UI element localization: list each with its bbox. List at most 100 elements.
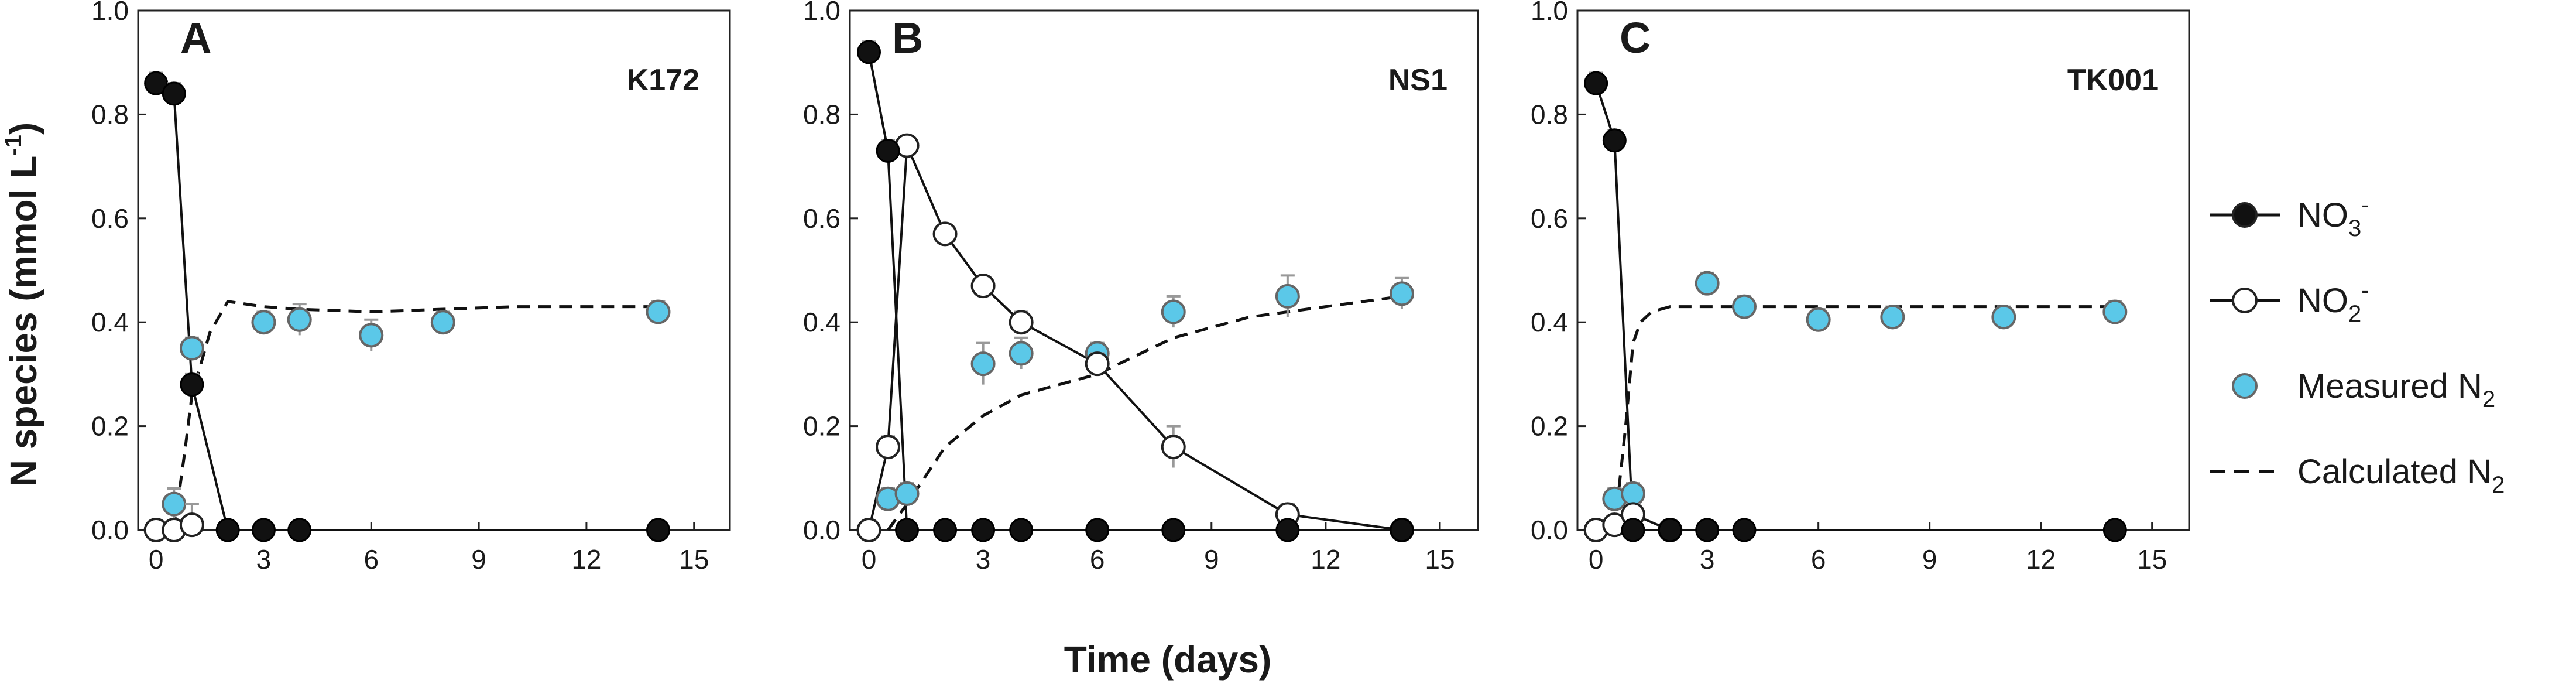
y-tick-label: 0.2 bbox=[803, 411, 841, 442]
measured-n2-point bbox=[1880, 305, 1905, 330]
measured-n2-point bbox=[179, 336, 204, 361]
legend-label: NO2- bbox=[2297, 278, 2369, 327]
legend-label-sup: - bbox=[2361, 192, 2369, 218]
no2-point bbox=[1009, 310, 1034, 335]
panel-name: TK001 bbox=[2067, 63, 2159, 97]
x-tick-label: 12 bbox=[1311, 544, 1340, 575]
measured-n2-point bbox=[646, 299, 671, 324]
no2-point bbox=[179, 512, 204, 538]
legend-label: Calculated N2 bbox=[2297, 453, 2505, 498]
y-tick-label: 0.6 bbox=[803, 203, 841, 234]
measured-n2-point bbox=[1991, 305, 2016, 330]
no3-point bbox=[1009, 518, 1034, 542]
x-tick-label: 6 bbox=[363, 544, 379, 575]
y-tick-label: 0.0 bbox=[1531, 515, 1568, 545]
y-tick-label: 1.0 bbox=[91, 0, 129, 26]
x-tick-label: 9 bbox=[1922, 544, 1937, 575]
legend-item-calculated_n2: Calculated N2 bbox=[2210, 453, 2505, 498]
no3-point bbox=[2102, 518, 2127, 542]
x-tick-label: 0 bbox=[149, 544, 164, 575]
no3-point bbox=[1085, 518, 1110, 542]
x-tick-label: 0 bbox=[862, 544, 877, 575]
panel-b: 0.0 0.2 0.4 0.6 0.8 1.0 0 3 6 9 12 15 B NS1 bbox=[803, 0, 1479, 575]
no2-point bbox=[970, 274, 996, 299]
no3-point bbox=[162, 81, 186, 106]
no3-point bbox=[1602, 128, 1627, 153]
no3-point bbox=[1584, 71, 1608, 95]
x-tick-label: 15 bbox=[2137, 544, 2167, 575]
y-tick-label: 0.2 bbox=[1531, 411, 1568, 442]
panel-letter: B bbox=[892, 13, 923, 62]
measured-n2-point bbox=[1732, 294, 1757, 319]
measured-n2-point bbox=[430, 310, 455, 335]
x-tick-label: 12 bbox=[2026, 544, 2056, 575]
measured-n2-point bbox=[1806, 307, 1831, 332]
no3-point bbox=[933, 518, 958, 542]
legend-label-main: Measured N bbox=[2297, 367, 2482, 405]
no3-point bbox=[1658, 518, 1682, 542]
y-tick-label: 0.4 bbox=[91, 307, 129, 337]
x-tick-label: 3 bbox=[256, 544, 272, 575]
no2-point bbox=[1085, 351, 1110, 377]
measured-n2-point bbox=[1621, 481, 1645, 506]
no3-point bbox=[876, 138, 900, 163]
legend-item-no3: NO3- bbox=[2210, 192, 2369, 241]
panel-c: 0.0 0.2 0.4 0.6 0.8 1.0 0 3 6 9 12 15 C TK001 bbox=[1531, 0, 2190, 575]
legend-label-sup: - bbox=[2361, 278, 2369, 303]
no3-point bbox=[251, 518, 276, 542]
legend-label-sub: 2 bbox=[2492, 472, 2505, 498]
x-axis-title: Time (days) bbox=[1064, 638, 1272, 681]
y-tick-label: 0.8 bbox=[91, 99, 129, 129]
y-axis-title-end: ) bbox=[2, 122, 44, 135]
y-tick-label: 0.6 bbox=[91, 203, 129, 234]
panel-letter: A bbox=[180, 13, 211, 62]
y-tick-label: 0.2 bbox=[91, 411, 129, 442]
measured-n2-point bbox=[1275, 283, 1300, 309]
legend-label: Measured N2 bbox=[2297, 367, 2495, 412]
x-tick-label: 6 bbox=[1090, 544, 1105, 575]
x-tick-label: 6 bbox=[1811, 544, 1826, 575]
no2-line bbox=[867, 145, 1402, 531]
x-tick-label: 0 bbox=[1589, 544, 1604, 575]
no3-point bbox=[646, 518, 670, 542]
calculated-n2-line bbox=[172, 300, 658, 531]
x-tick-label: 3 bbox=[976, 544, 991, 575]
y-axis-title-main: N species (mmol L bbox=[2, 156, 44, 487]
no3-point bbox=[857, 40, 881, 64]
measured-n2-point bbox=[162, 491, 187, 517]
legend-item-no2: NO2- bbox=[2210, 278, 2369, 327]
legend-item-measured_n2: Measured N2 bbox=[2232, 367, 2495, 412]
x-tick-label: 9 bbox=[1204, 544, 1219, 575]
calculated-n2-line bbox=[887, 295, 1402, 531]
y-tick-label: 1.0 bbox=[1531, 0, 1568, 26]
calculated-n2-line bbox=[1613, 305, 2115, 531]
x-tick-label: 15 bbox=[679, 544, 709, 575]
measured-n2-point bbox=[359, 323, 384, 348]
legend-swatch-marker bbox=[2232, 202, 2258, 228]
measured-n2-point bbox=[1389, 281, 1414, 306]
x-tick-label: 12 bbox=[571, 544, 601, 575]
measured-n2-point bbox=[1161, 299, 1186, 324]
no3-point bbox=[215, 518, 240, 542]
y-tick-label: 0.0 bbox=[91, 515, 129, 545]
legend-label-sub: 2 bbox=[2348, 301, 2361, 327]
no3-point bbox=[895, 518, 920, 542]
legend-label-main: Calculated N bbox=[2297, 453, 2492, 491]
no3-point bbox=[1390, 518, 1414, 542]
y-tick-label: 0.6 bbox=[1531, 203, 1568, 234]
measured-n2-point bbox=[2102, 299, 2128, 324]
measured-n2-point bbox=[894, 481, 920, 506]
no3-point bbox=[1621, 518, 1645, 542]
y-axis-title: N species (mmol L-1) bbox=[1, 122, 44, 487]
x-tick-label: 3 bbox=[1700, 544, 1715, 575]
no3-point bbox=[1695, 518, 1720, 542]
no3-point bbox=[971, 518, 996, 542]
legend-label-main: NO bbox=[2297, 196, 2348, 234]
legend-swatch-marker bbox=[2232, 373, 2258, 399]
no2-point bbox=[1161, 435, 1186, 460]
no3-line bbox=[867, 52, 1402, 531]
y-axis-title-sup: -1 bbox=[1, 135, 26, 156]
y-tick-label: 0.4 bbox=[803, 307, 841, 337]
